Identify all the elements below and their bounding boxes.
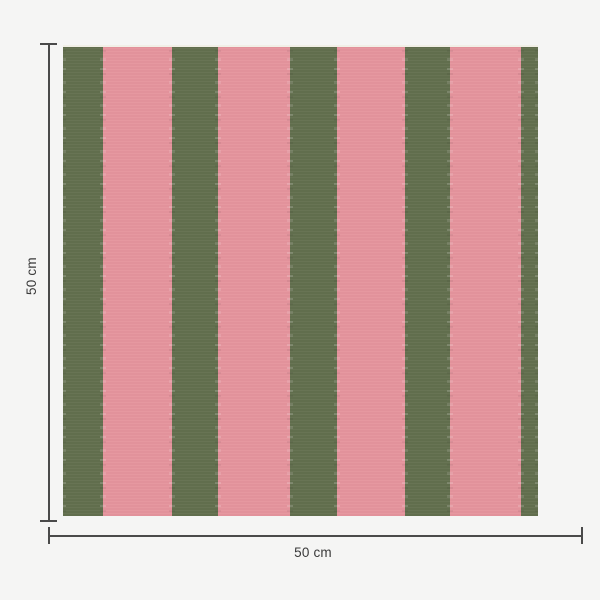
vertical-dimension-line bbox=[48, 44, 50, 522]
stripe-pink-6 bbox=[337, 45, 405, 516]
stripe-pink-2 bbox=[103, 45, 172, 516]
horizontal-dimension-cap-left bbox=[48, 527, 50, 544]
stripe-green-5 bbox=[290, 45, 337, 516]
vertical-dimension-cap-bottom bbox=[40, 520, 57, 522]
stripe-green-7 bbox=[405, 45, 450, 516]
stripe-group bbox=[63, 45, 538, 516]
stripe-green-1 bbox=[63, 45, 103, 516]
fabric-swatch bbox=[63, 45, 538, 516]
vertical-dimension-cap-top bbox=[40, 43, 57, 45]
stripe-green-3 bbox=[172, 45, 218, 516]
swatch-selvedge-edge bbox=[63, 45, 538, 47]
horizontal-dimension-cap-right bbox=[581, 527, 583, 544]
stripe-pink-8 bbox=[450, 45, 521, 516]
horizontal-dimension-line bbox=[48, 535, 582, 537]
vertical-dimension-label: 50 cm bbox=[24, 257, 39, 295]
horizontal-dimension-label: 50 cm bbox=[294, 545, 332, 560]
stripe-green-9 bbox=[521, 45, 538, 516]
stripe-pink-4 bbox=[218, 45, 290, 516]
